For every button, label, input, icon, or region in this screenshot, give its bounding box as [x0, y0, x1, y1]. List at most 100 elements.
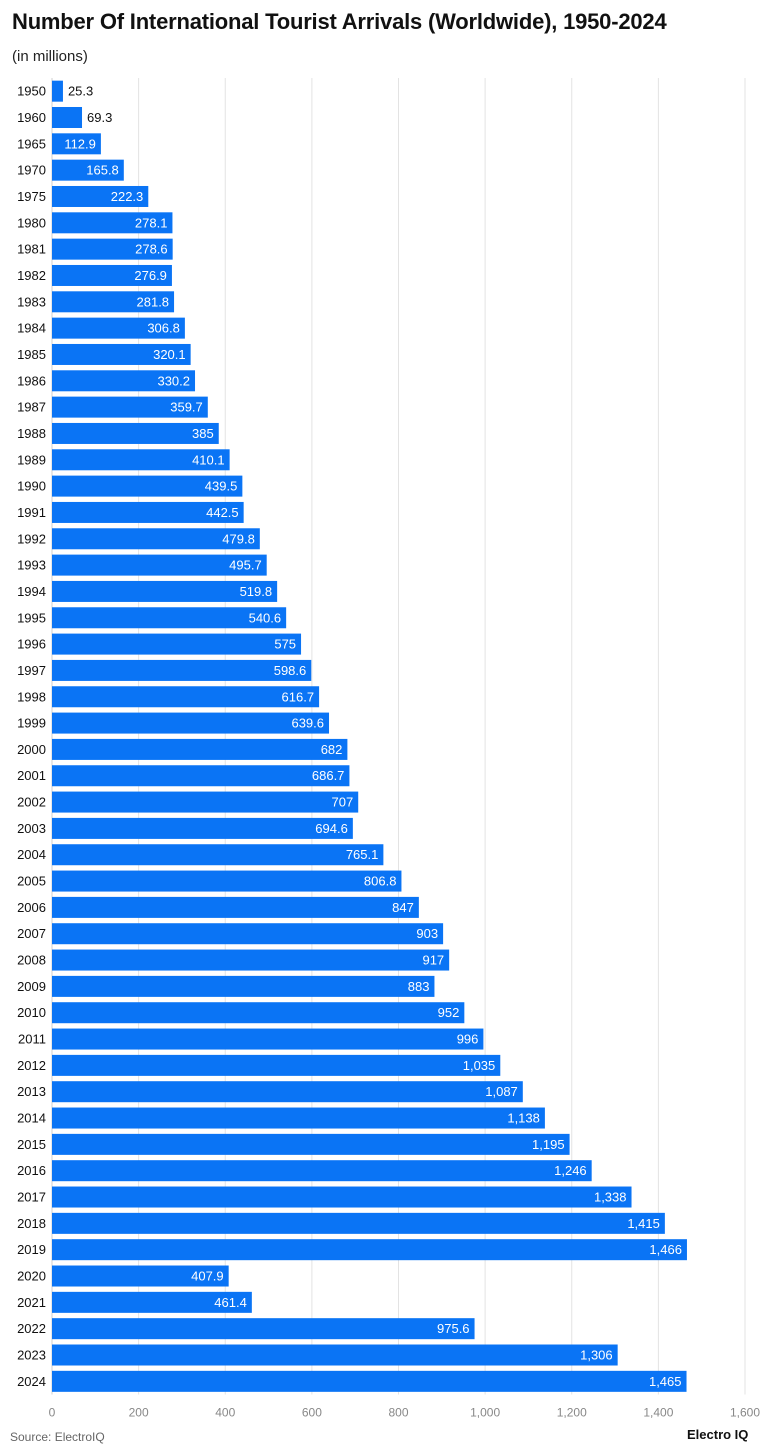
y-tick-label: 1995: [17, 610, 46, 625]
x-tick-label: 400: [215, 1406, 235, 1420]
y-tick-label: 2005: [17, 874, 46, 889]
bar: [52, 1344, 618, 1366]
x-tick-label: 200: [129, 1406, 149, 1420]
y-tick-label: 2003: [17, 821, 46, 836]
x-tick-label: 1,000: [470, 1406, 500, 1420]
data-label: 1,306: [580, 1348, 613, 1363]
y-tick-label: 2016: [17, 1163, 46, 1178]
data-label: 639.6: [291, 716, 324, 731]
y-tick-label: 2000: [17, 742, 46, 757]
y-tick-label: 1950: [17, 84, 46, 99]
bar: [52, 1291, 252, 1313]
bar: [52, 580, 278, 602]
y-tick-label: 2022: [17, 1321, 46, 1336]
data-label: 25.3: [68, 84, 93, 99]
data-label: 903: [416, 926, 438, 941]
y-tick-label: 2020: [17, 1269, 46, 1284]
data-label: 165.8: [86, 163, 119, 178]
data-label: 410.1: [192, 452, 225, 467]
bar: [52, 975, 435, 997]
chart-title: Number Of International Tourist Arrivals…: [12, 9, 667, 34]
y-tick-label: 1965: [17, 136, 46, 151]
bar: [52, 1265, 229, 1287]
y-tick-label: 1998: [17, 689, 46, 704]
bar: [52, 1160, 592, 1182]
bar: [52, 765, 350, 787]
data-label: 1,415: [627, 1216, 660, 1231]
data-label: 996: [457, 1032, 479, 1047]
bar: [52, 1054, 501, 1076]
data-label: 917: [422, 953, 444, 968]
y-tick-label: 2001: [17, 768, 46, 783]
data-label: 479.8: [222, 531, 255, 546]
data-label: 686.7: [312, 768, 345, 783]
chart-subtitle: (in millions): [12, 48, 88, 65]
data-label: 1,465: [649, 1374, 682, 1389]
y-tick-label: 1989: [17, 452, 46, 467]
bar: [52, 686, 320, 708]
data-label: 439.5: [205, 479, 238, 494]
y-tick-label: 1991: [17, 505, 46, 520]
data-label: 540.6: [249, 610, 282, 625]
bar: [52, 185, 149, 207]
x-tick-label: 1,200: [557, 1406, 587, 1420]
bar: [52, 133, 101, 155]
bar: [52, 844, 384, 866]
data-label: 1,138: [507, 1111, 540, 1126]
bar: [52, 422, 219, 444]
bar: [52, 317, 185, 339]
bar: [52, 106, 83, 128]
y-tick-label: 1983: [17, 294, 46, 309]
data-label: 330.2: [157, 373, 190, 388]
y-tick-label: 2024: [17, 1374, 46, 1389]
data-label: 359.7: [170, 400, 203, 415]
y-tick-label: 2006: [17, 900, 46, 915]
bar: [52, 554, 267, 576]
x-tick-label: 1,600: [730, 1406, 760, 1420]
data-label: 461.4: [214, 1295, 247, 1310]
data-label: 1,466: [649, 1242, 682, 1257]
data-label: 407.9: [191, 1269, 224, 1284]
y-tick-label: 2007: [17, 926, 46, 941]
y-tick-label: 2008: [17, 953, 46, 968]
bar: [52, 738, 348, 760]
y-tick-label: 2021: [17, 1295, 46, 1310]
y-tick-label: 1975: [17, 189, 46, 204]
bar: [52, 80, 63, 102]
data-label: 69.3: [87, 110, 112, 125]
y-tick-label: 1960: [17, 110, 46, 125]
bar: [52, 343, 191, 365]
brand-logo: Electro IQ: [687, 1427, 749, 1442]
data-label: 278.6: [135, 242, 168, 257]
data-label: 1,246: [554, 1163, 587, 1178]
data-label: 276.9: [134, 268, 167, 283]
y-tick-label: 1994: [17, 584, 46, 599]
data-label: 1,338: [594, 1190, 627, 1205]
bar: [52, 1133, 570, 1155]
x-tick-label: 600: [302, 1406, 322, 1420]
bar: [52, 264, 172, 286]
bar: [52, 1081, 523, 1103]
bar: [52, 159, 124, 181]
data-label: 320.1: [153, 347, 186, 362]
source-note: Source: ElectroIQ: [10, 1430, 105, 1444]
data-label: 765.1: [346, 847, 379, 862]
y-tick-label: 1997: [17, 663, 46, 678]
y-tick-label: 1986: [17, 373, 46, 388]
y-tick-label: 1987: [17, 400, 46, 415]
data-label: 598.6: [274, 663, 307, 678]
y-tick-label: 2015: [17, 1137, 46, 1152]
data-label: 847: [392, 900, 414, 915]
data-label: 1,035: [463, 1058, 496, 1073]
y-tick-label: 1993: [17, 558, 46, 573]
data-label: 707: [332, 795, 354, 810]
y-tick-label: 1988: [17, 426, 46, 441]
data-label: 682: [321, 742, 343, 757]
data-label: 519.8: [240, 584, 273, 599]
data-label: 883: [408, 979, 430, 994]
bar-chart: 0 200 400 600 800 1,000 1,200 1,400 1,600 1950 25.…: [17, 78, 760, 1420]
bar: [52, 1186, 632, 1208]
bar: [52, 896, 419, 918]
y-tick-label: 2013: [17, 1084, 46, 1099]
bar: [52, 1212, 665, 1234]
